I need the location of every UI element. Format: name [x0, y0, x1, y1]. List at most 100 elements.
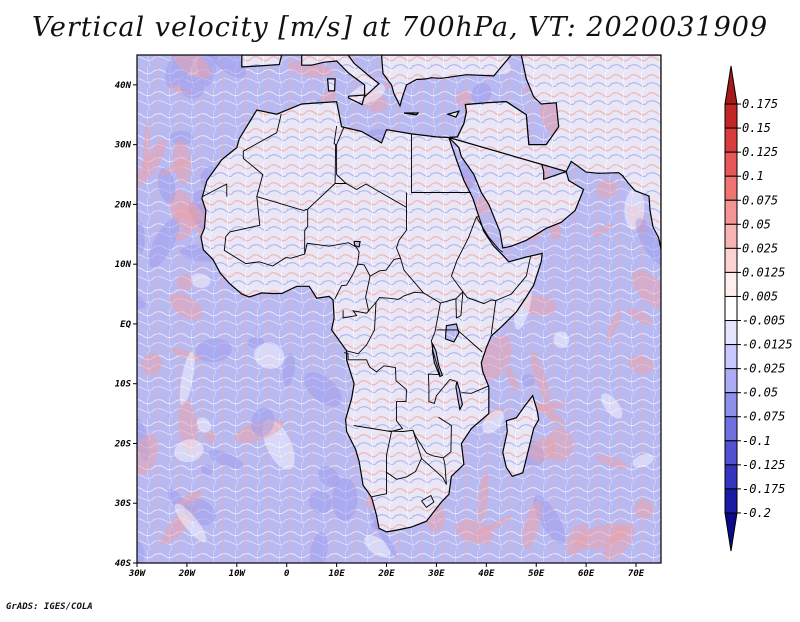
- colorbar-label: -0.125: [742, 458, 785, 472]
- colorbar-label: 0.15: [742, 121, 771, 135]
- lake-victoria: [444, 323, 460, 343]
- colorbar-segment: [724, 464, 738, 490]
- colorbar-label: 0.0125: [742, 265, 785, 279]
- lake-chad: [353, 240, 361, 248]
- lon-tick-label: 70E: [628, 569, 645, 579]
- colorbar-label: -0.1: [742, 434, 771, 448]
- colorbar-label: -0.025: [742, 362, 785, 376]
- colorbar-label: 0.025: [742, 241, 778, 255]
- colorbar-label: -0.005: [742, 314, 785, 328]
- country-border-line: [242, 114, 282, 159]
- map-plot-area: 30W 20W 10W 0 10E 20E 30E 40E 50E 60E 70E 40N 30N 20N…: [114, 54, 662, 579]
- cyprus-landmass: [445, 110, 461, 118]
- lat-tick-label: 40S: [115, 559, 132, 569]
- country-border-line: [343, 352, 407, 432]
- colorbar-bottom-arrow: [724, 512, 738, 552]
- lon-tick-label: 30E: [427, 569, 445, 579]
- lon-tick-label: 20W: [178, 569, 197, 579]
- colorbar-label: 0.1: [742, 169, 764, 183]
- country-border-line: [421, 494, 435, 509]
- colorbar-segment: [724, 295, 738, 322]
- colorbar-label: 0.125: [742, 145, 778, 159]
- colorbar-label: 0.005: [742, 289, 778, 303]
- country-border-line: [476, 216, 504, 253]
- colorbar-segment: [724, 223, 738, 249]
- country-border-line: [304, 242, 360, 300]
- lake-malawi: [455, 381, 463, 412]
- country-border-line: [495, 255, 532, 302]
- sicily-landmass: [348, 94, 366, 106]
- lon-tick-label: 40E: [478, 569, 495, 579]
- colorbar-segment: [724, 344, 738, 370]
- country-border-line: [357, 257, 401, 277]
- colorbar-label: 0.075: [742, 193, 778, 207]
- colorbar-segment: [724, 151, 738, 177]
- country-border-line: [455, 290, 497, 335]
- colorbar-segment: [724, 199, 738, 225]
- colorbar-label: -0.05: [742, 386, 778, 400]
- country-border-line: [223, 196, 309, 267]
- country-border-line: [386, 428, 403, 456]
- iberia-landmass: [241, 55, 283, 68]
- country-border-line: [386, 416, 452, 485]
- country-border-line: [427, 302, 457, 404]
- lat-tick-label: 10N: [115, 260, 132, 270]
- lon-tick-label: 20E: [377, 569, 395, 579]
- country-border-line: [461, 385, 489, 394]
- lat-tick-label: 30S: [114, 499, 132, 509]
- country-border-line: [411, 133, 471, 193]
- madagascar-landmass: [502, 394, 540, 478]
- colorbar-segment: [724, 440, 738, 466]
- country-border-line: [412, 430, 444, 459]
- colorbar-label: 0.05: [742, 217, 771, 231]
- lat-tick-label: EQ: [120, 320, 131, 330]
- country-borders: [202, 114, 532, 509]
- colorbar-segment: [724, 175, 738, 201]
- colorbar-segment: [724, 247, 738, 273]
- country-border-line: [336, 126, 347, 184]
- country-border-line: [372, 455, 387, 498]
- colorbar-label: -0.2: [742, 506, 771, 520]
- colorbar-segment: [724, 103, 738, 129]
- country-border-line: [436, 329, 483, 353]
- lat-tick-label: 20S: [114, 439, 132, 449]
- lat-tick-label: 20N: [114, 200, 132, 210]
- lon-tick-label: 30W: [128, 569, 147, 579]
- country-border-line: [202, 183, 228, 197]
- chart-title: Vertical velocity [m/s] at 700hPa, VT: 2…: [31, 12, 769, 43]
- colorbar-label: -0.075: [742, 410, 785, 424]
- country-border-line: [346, 302, 377, 355]
- land-masses: [200, 55, 661, 533]
- colorbar-label: -0.0125: [742, 338, 793, 352]
- country-border-line: [342, 310, 369, 319]
- crete-landmass: [403, 112, 420, 116]
- balkans-anatolia-landmass: [380, 55, 513, 108]
- lon-tick-label: 0: [284, 569, 290, 579]
- colorbar-segment: [724, 488, 738, 514]
- country-border-line: [386, 458, 422, 480]
- colorbar-label: 0.175: [742, 97, 778, 111]
- lon-tick-label: 50E: [528, 569, 545, 579]
- lon-tick-label: 10W: [229, 569, 247, 579]
- colorbar: 0.175 0.15 0.125 0.1 0.075 0.05 0.025 0.0125 0.0…: [724, 65, 793, 552]
- lon-tick-label: 60E: [578, 569, 595, 579]
- grads-credit: GrADS: IGES/COLA: [6, 602, 93, 612]
- lat-tick-label: 10S: [115, 380, 132, 390]
- lake-tanganyika: [431, 342, 444, 378]
- country-border-line: [333, 126, 338, 184]
- colorbar-segment: [724, 271, 738, 297]
- colorbar-segment: [724, 416, 738, 442]
- sardinia-landmass: [326, 78, 336, 92]
- colorbar-label: -0.175: [742, 482, 785, 496]
- colorbar-segment: [724, 392, 738, 418]
- colorbar-segment: [724, 127, 738, 153]
- colorbar-top-arrow: [724, 65, 738, 105]
- lat-tick-label: 40N: [115, 81, 132, 91]
- colorbar-segment: [724, 320, 738, 346]
- plot-frame: [136, 54, 662, 564]
- country-border-line: [365, 276, 424, 312]
- lon-tick-label: 10E: [328, 569, 345, 579]
- lat-tick-label: 30N: [114, 141, 132, 151]
- colorbar-segment: [724, 368, 738, 394]
